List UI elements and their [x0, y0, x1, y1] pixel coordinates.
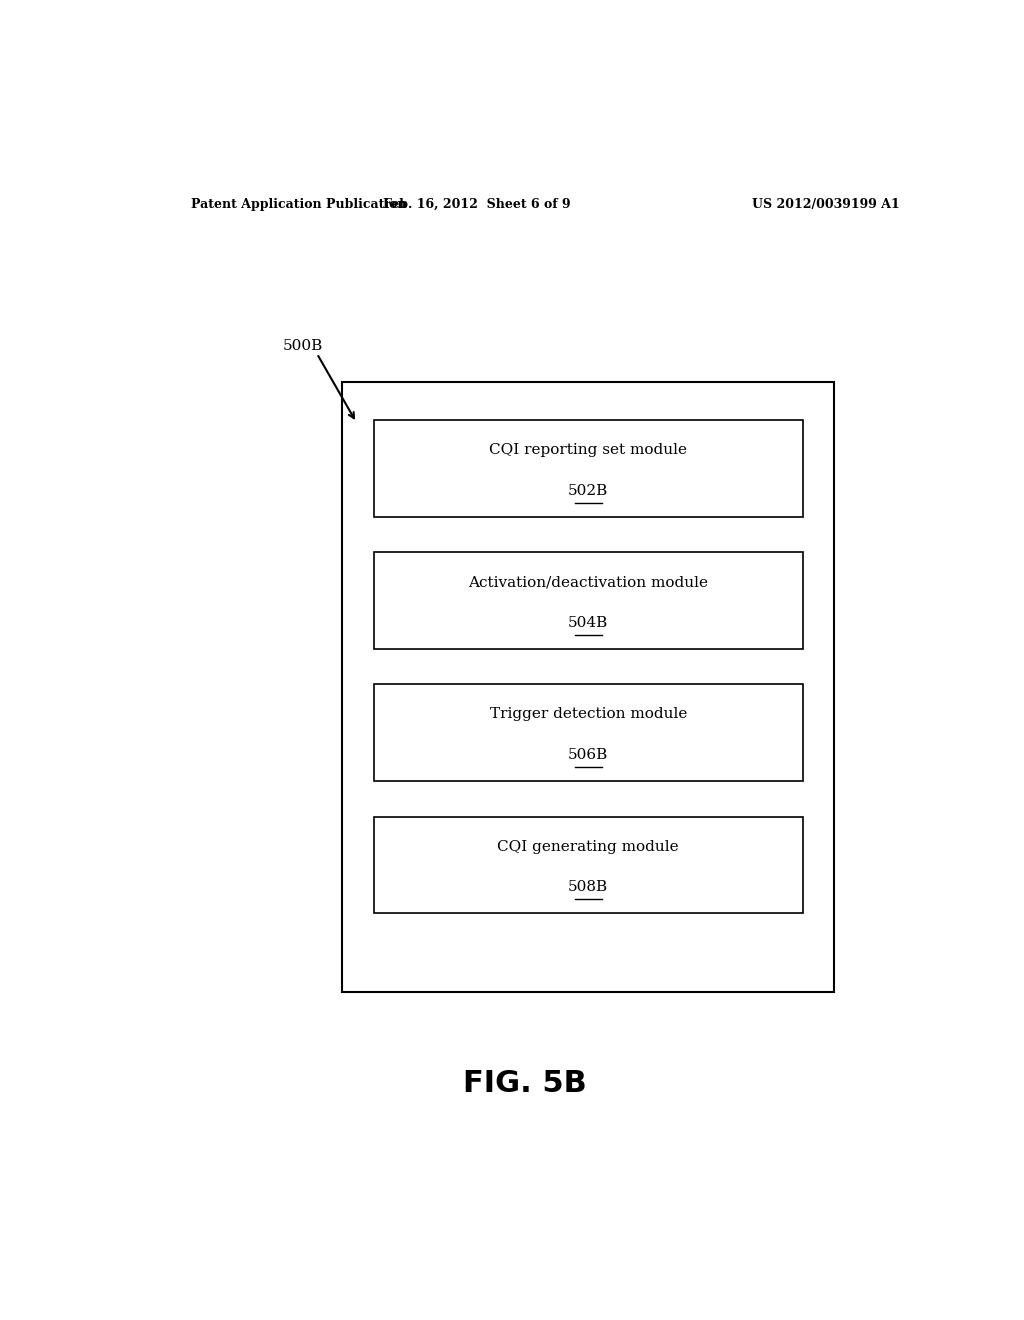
Text: 504B: 504B: [568, 616, 608, 630]
Bar: [374, 684, 803, 781]
Text: 508B: 508B: [568, 880, 608, 894]
Bar: [374, 552, 803, 649]
Bar: [374, 817, 803, 913]
Bar: [374, 420, 803, 516]
Text: 502B: 502B: [568, 483, 608, 498]
Text: Feb. 16, 2012  Sheet 6 of 9: Feb. 16, 2012 Sheet 6 of 9: [383, 198, 571, 211]
Bar: [342, 381, 835, 991]
Text: CQI generating module: CQI generating module: [498, 840, 679, 854]
Text: FIG. 5B: FIG. 5B: [463, 1069, 587, 1098]
Text: 500B: 500B: [283, 339, 323, 354]
Text: 506B: 506B: [568, 748, 608, 762]
Text: Trigger detection module: Trigger detection module: [489, 708, 687, 721]
Text: CQI reporting set module: CQI reporting set module: [489, 444, 687, 457]
Text: Patent Application Publication: Patent Application Publication: [191, 198, 407, 211]
Text: US 2012/0039199 A1: US 2012/0039199 A1: [753, 198, 900, 211]
Text: Activation/deactivation module: Activation/deactivation module: [468, 576, 709, 589]
